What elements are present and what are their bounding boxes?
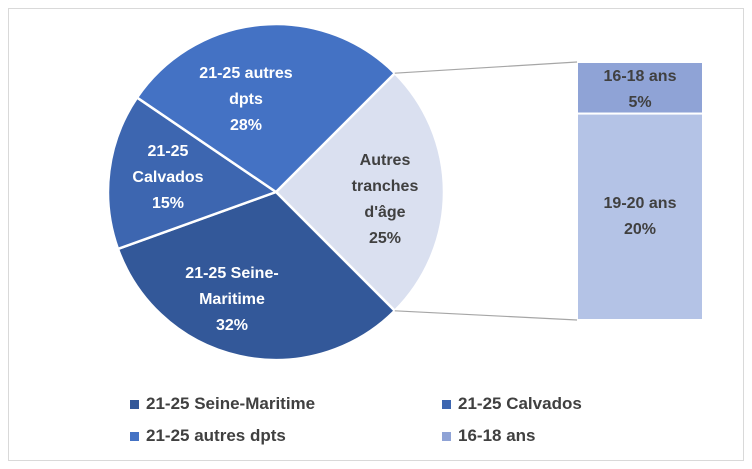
legend-swatch [130, 399, 139, 409]
slice-label: 21-25 Calvados 15% [123, 139, 213, 217]
legend-entry: 21-25 autres dpts [130, 426, 286, 446]
pie-slice [116, 190, 397, 362]
legend-swatch [130, 431, 139, 441]
slice-value: 32% [215, 317, 249, 334]
bar-value: 20% [623, 220, 657, 238]
pie-slice [135, 22, 397, 194]
legend-swatch [442, 399, 451, 409]
bar-label: 16-18 ans 5% [577, 64, 703, 116]
legend-label: 21-25 autres dpts [146, 426, 286, 445]
connector-line [394, 61, 578, 74]
bar-segment [576, 112, 704, 321]
slice-value: 25% [368, 230, 402, 247]
bar-name: 16-18 ans [603, 68, 677, 85]
legend-label: 21-25 Seine-Maritime [146, 394, 316, 413]
slice-label: 21-25 Seine-Maritime 32% [172, 261, 292, 339]
connector-line [394, 310, 578, 321]
legend-entry: 21-25 Calvados [442, 394, 582, 414]
legend-entry: 16-18 ans [442, 426, 536, 446]
pie-slice [274, 71, 446, 313]
bar-label: 19-20 ans 20% [577, 191, 703, 243]
slice-name: 21-25 autres dpts [199, 65, 293, 108]
slice-label: Autres tranches d'âge 25% [340, 148, 430, 252]
legend-label: 16-18 ans [458, 426, 536, 445]
slice-value: 15% [151, 195, 185, 212]
legend-entry: 21-25 Seine-Maritime [130, 394, 315, 414]
slice-value: 28% [229, 117, 263, 134]
slice-label: 21-25 autres dpts 28% [186, 61, 306, 139]
legend-label: 21-25 Calvados [458, 394, 582, 413]
legend-swatch [442, 431, 451, 441]
pie-slice [106, 95, 279, 251]
slice-name: 21-25 Calvados [132, 143, 204, 186]
bar-name: 19-20 ans [603, 194, 677, 212]
slice-name: 21-25 Seine-Maritime [185, 265, 279, 308]
bar-value: 5% [628, 94, 652, 111]
slice-name: Autres tranches d'âge [351, 152, 419, 221]
bar-segment [576, 61, 704, 115]
